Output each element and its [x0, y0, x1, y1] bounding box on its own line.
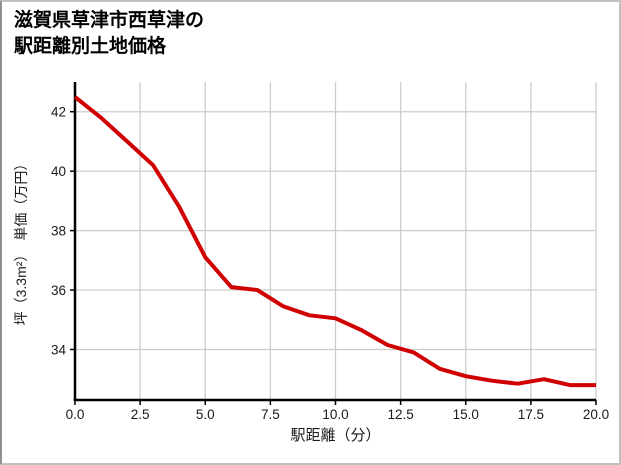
x-tick-label: 20.0	[583, 407, 609, 422]
y-tick-label: 38	[51, 224, 66, 239]
x-tick-label: 17.5	[518, 407, 544, 422]
x-tick-label: 15.0	[453, 407, 479, 422]
y-tick-label: 34	[51, 342, 67, 357]
x-tick-label: 5.0	[196, 407, 215, 422]
y-tick-label: 36	[51, 283, 66, 298]
y-axis-label: 坪（3.3m²） 単価（万円）	[13, 157, 29, 326]
chart-title-line2: 駅距離別土地価格	[14, 36, 167, 57]
x-axis-label: 駅距離（分）	[290, 426, 380, 444]
chart-title-line1: 滋賀県草津市西草津の	[14, 10, 205, 31]
x-tick-label: 0.0	[66, 407, 85, 422]
x-tick-label: 12.5	[387, 407, 413, 422]
y-tick-label: 40	[51, 164, 66, 179]
x-tick-label: 2.5	[131, 407, 150, 422]
price-line	[73, 95, 596, 388]
chart-title: 滋賀県草津市西草津の 駅距離別土地価格	[14, 8, 204, 60]
x-tick-label: 10.0	[322, 407, 348, 422]
y-tick-label: 42	[51, 105, 66, 120]
x-tick-label: 7.5	[261, 407, 280, 422]
